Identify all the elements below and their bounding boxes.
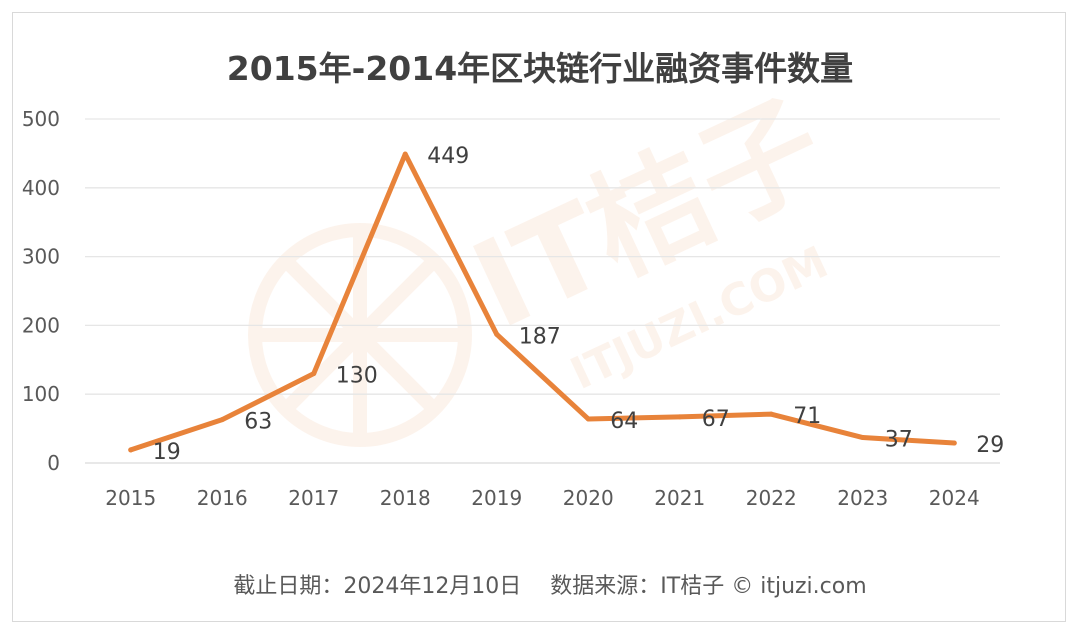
series-line — [128, 151, 957, 453]
data-point — [768, 411, 774, 417]
x-tick-label: 2018 — [380, 486, 431, 510]
y-tick-label: 200 — [22, 313, 60, 337]
x-tick-label: 2022 — [746, 486, 797, 510]
data-label: 63 — [244, 410, 272, 435]
x-tick-label: 2020 — [563, 486, 614, 510]
data-label: 29 — [976, 433, 1004, 458]
data-point — [951, 440, 957, 446]
data-point — [219, 417, 225, 423]
y-tick-label: 300 — [22, 245, 60, 269]
data-label: 130 — [336, 364, 378, 389]
data-label: 187 — [519, 324, 561, 349]
y-tick-label: 100 — [22, 382, 60, 406]
x-tick-label: 2024 — [929, 486, 980, 510]
x-tick-label: 2019 — [471, 486, 522, 510]
data-point — [677, 414, 683, 420]
x-tick-label: 2016 — [197, 486, 248, 510]
orange-logo-icon — [248, 223, 472, 447]
x-tick-label: 2015 — [105, 486, 156, 510]
data-label: 67 — [702, 407, 730, 432]
data-label: 19 — [153, 440, 181, 465]
data-point — [128, 447, 134, 453]
footer-source: 截止日期：2024年12月10日 数据来源：IT桔子 © itjuzi.com — [233, 574, 867, 599]
data-label: 71 — [793, 404, 821, 429]
data-point — [860, 435, 866, 441]
x-tick-label: 2023 — [837, 486, 888, 510]
y-tick-label: 400 — [22, 176, 60, 200]
data-point — [311, 371, 317, 377]
data-point — [494, 331, 500, 337]
y-tick-label: 500 — [22, 107, 60, 131]
x-tick-label: 2017 — [288, 486, 339, 510]
data-label: 64 — [610, 409, 638, 434]
data-label: 37 — [885, 428, 913, 453]
data-label: 449 — [427, 144, 469, 169]
y-tick-label: 0 — [47, 451, 60, 475]
chart-title: 2015年-2014年区块链行业融资事件数量 — [226, 49, 854, 88]
data-point — [585, 416, 591, 422]
chart-frame — [12, 12, 1066, 622]
x-tick-label: 2021 — [654, 486, 705, 510]
data-point — [402, 151, 408, 157]
